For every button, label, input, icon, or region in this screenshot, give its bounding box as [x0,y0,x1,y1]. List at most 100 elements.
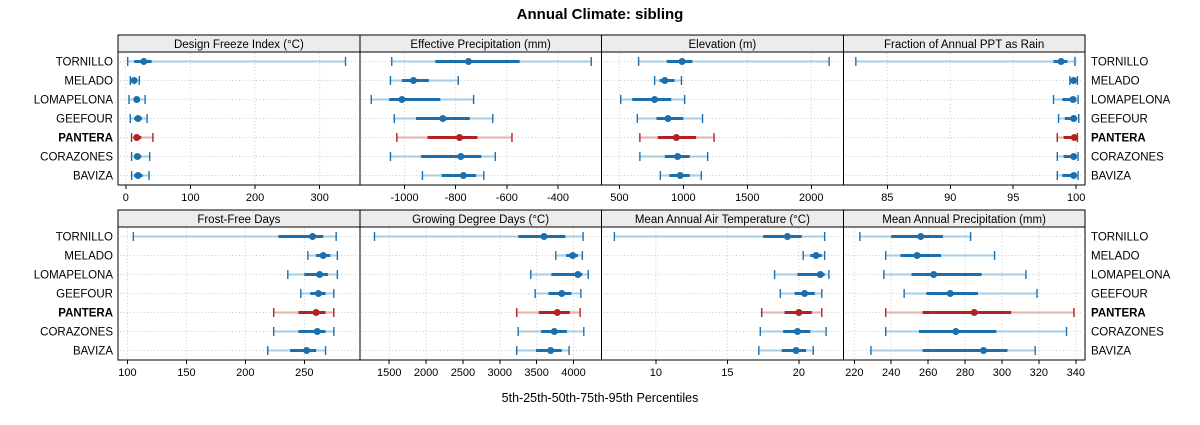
x-tick-label: 300 [310,192,328,204]
site-series-pantera [761,308,823,317]
x-tick-label: 220 [845,367,863,379]
median-dot [676,172,684,179]
median-dot [133,153,141,160]
panel-design-freeze-index-c: Design Freeze Index (°C) 0 100 200 300 [117,34,361,204]
median-dot [134,172,142,179]
x-axis: 10 15 20 [650,360,805,379]
panel-title: Mean Annual Air Temperature (°C) [635,214,810,226]
site-label-left-corazones: CORAZONES [40,152,113,164]
median-dot [314,290,322,297]
median-dot [952,328,960,335]
median-dot [795,309,803,316]
median-dot [550,328,558,335]
median-dot [309,233,317,240]
site-series-lomapelona [773,270,830,279]
median-dot [134,115,142,122]
site-series-corazones [130,152,151,161]
median-dot [459,172,467,179]
median-dot [664,115,672,122]
x-tick-label: 150 [177,367,195,379]
median-dot [672,134,680,141]
median-dot [464,58,472,65]
site-series-pantera [516,308,581,317]
site-series-corazones [639,152,709,161]
x-tick-label: 15 [721,367,733,379]
panel-title: Mean Annual Precipitation (mm) [882,214,1046,226]
median-dot [970,309,978,316]
panel-title: Growing Degree Days (°C) [412,214,549,226]
x-tick-label: 300 [993,367,1011,379]
site-label-left-baviza: BAVIZA [73,346,113,358]
site-series-melado [555,251,584,260]
site-series-tornillo [126,57,347,66]
site-series-melado [1069,76,1079,85]
site-series-tornillo [613,232,826,241]
median-dot [133,96,141,103]
median-dot [812,252,820,259]
site-series-corazones [759,327,827,336]
site-label-right-corazones: CORAZONES [1091,327,1164,339]
site-series-baviza [1056,171,1079,180]
site-series-baviza [758,346,814,355]
site-label-right-tornillo: TORNILLO [1091,57,1148,69]
site-series-tornillo [373,232,584,241]
x-tick-label: 3000 [488,367,512,379]
site-series-corazones [517,327,585,336]
x-tick-label: -1000 [390,192,418,204]
x-tick-label: 10 [650,367,662,379]
x-tick-label: 500 [610,192,628,204]
site-label-right-lomapelona: LOMAPELONA [1091,95,1171,107]
site-series-pantera [884,308,1075,317]
site-series-melado [129,76,141,85]
site-series-corazones [884,327,1068,336]
percentiles-caption: 5th-25th-50th-75th-95th Percentiles [501,391,699,405]
site-series-lomapelona [370,95,475,104]
site-label-left-melado: MELADO [64,251,113,263]
site-series-pantera [396,133,513,142]
x-tick-label: 260 [919,367,937,379]
median-dot [678,58,686,65]
site-label-right-melado: MELADO [1091,251,1140,263]
median-dot [651,96,659,103]
site-series-geefour [636,114,704,123]
panel-frost-free-days: Frost-Free Days 100 150 200 250 [117,209,361,379]
panel-effective-precipitation-mm: Effective Precipitation (mm) -1000 -800 -60… [359,34,602,204]
site-series-lomapelona [128,95,146,104]
median-dot [1070,134,1078,141]
site-series-pantera [1056,133,1079,142]
median-dot [439,115,447,122]
median-dot [792,347,800,354]
site-label-right-corazones: CORAZONES [1091,152,1164,164]
x-tick-label: 340 [1067,367,1085,379]
x-tick-label: 2500 [451,367,475,379]
x-tick-label: 20 [793,367,805,379]
median-dot [398,96,406,103]
median-dot [316,271,324,278]
median-dot [930,271,938,278]
median-dot [558,290,566,297]
site-label-right-pantera: PANTERA [1091,308,1146,320]
site-series-melado [307,251,339,260]
x-tick-label: 2000 [799,192,823,204]
site-label-left-baviza: BAVIZA [73,171,113,183]
median-dot [457,153,465,160]
site-series-tornillo [132,232,337,241]
x-tick-label: 0 [123,192,129,204]
median-dot [574,271,582,278]
site-label-left-lomapelona: LOMAPELONA [34,95,114,107]
x-axis: 220 240 260 280 300 320 340 [845,360,1085,379]
panel-fraction-of-annual-ppt-as-rain: Fraction of Annual PPT as Rain 85 90 95 100 [842,34,1086,204]
site-label-left-tornillo: TORNILLO [56,232,113,244]
median-dot [793,328,801,335]
median-dot [312,309,320,316]
gridlines [120,53,358,184]
site-label-right-geefour: GEEFOUR [1091,114,1148,126]
site-series-lomapelona [287,270,339,279]
site-label-right-melado: MELADO [1091,76,1140,88]
x-tick-label: 85 [881,192,893,204]
x-tick-label: 90 [944,192,956,204]
median-dot [140,58,148,65]
x-tick-label: 100 [118,367,136,379]
